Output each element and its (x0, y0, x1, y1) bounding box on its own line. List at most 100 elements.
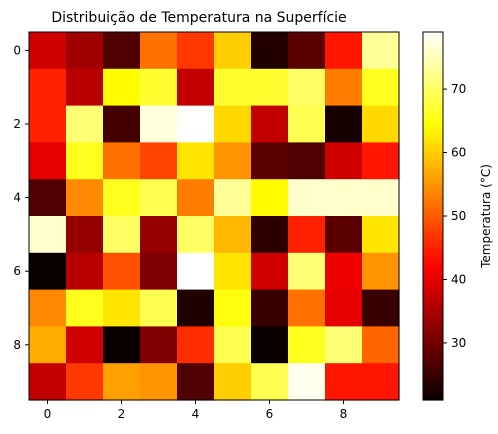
heatmap-cell (103, 289, 141, 327)
heatmap-cell (288, 32, 326, 70)
colorbar-tick-label: 60 (451, 146, 466, 160)
heatmap-cell (140, 216, 178, 254)
heatmap-cell (288, 289, 326, 327)
colorbar-segment (423, 216, 443, 220)
colorbar-segment (423, 148, 443, 153)
colorbar-segment (423, 209, 443, 214)
colorbar-segment (423, 301, 443, 306)
colorbar-segment (423, 219, 443, 223)
heatmap-cell (66, 252, 104, 291)
y-tick-label: 2 (13, 117, 21, 131)
colorbar-segment (423, 188, 443, 193)
colorbar-segment (423, 120, 443, 125)
colorbar-segment (423, 274, 443, 278)
heatmap-cell (251, 179, 289, 217)
heatmap-cell (66, 32, 104, 70)
heatmap-cell (29, 326, 67, 364)
heatmap-cell (288, 326, 326, 364)
colorbar-segment (423, 369, 443, 373)
heatmap-cell (251, 142, 289, 180)
heatmap-cell (214, 179, 252, 217)
colorbar-segment (423, 393, 443, 398)
heatmap-cell (362, 105, 400, 143)
chart-title: Distribuição de Temperatura na Superfíci… (51, 10, 346, 26)
colorbar-segment (423, 381, 443, 386)
colorbar-segment (423, 130, 443, 134)
heatmap-cell (214, 105, 252, 143)
colorbar-segment (423, 354, 443, 358)
colorbar-segment (423, 90, 443, 94)
heatmap-cell (251, 68, 289, 107)
heatmap-cell (214, 326, 252, 364)
heatmap-cell (66, 105, 104, 143)
heatmap-cell (66, 68, 104, 107)
colorbar-segment (423, 44, 443, 48)
heatmap-cell (66, 289, 104, 327)
heatmap-cell (251, 252, 289, 291)
heatmap-cell (362, 179, 400, 217)
colorbar-segment (423, 35, 443, 39)
y-tick-label: 8 (13, 338, 21, 352)
colorbar-segment (423, 136, 443, 140)
colorbar-segment (423, 225, 443, 229)
x-tick-label: 4 (192, 407, 200, 421)
colorbar-segment (423, 363, 443, 367)
colorbar-segment (423, 350, 443, 355)
colorbar-segment (423, 71, 443, 76)
heatmap-cell (325, 105, 363, 143)
colorbar-segment (423, 87, 443, 91)
heatmap-cell (288, 142, 326, 180)
heatmap-cell (140, 32, 178, 70)
colorbar-segment (423, 139, 443, 143)
colorbar-segment (423, 32, 443, 36)
heatmap-cell (251, 326, 289, 364)
colorbar-segment (423, 255, 443, 260)
colorbar-segment (423, 117, 443, 122)
colorbar-segment (423, 151, 443, 156)
colorbar-segment (423, 396, 443, 401)
colorbar-segment (423, 163, 443, 168)
heatmap-cell (140, 68, 178, 107)
heatmap-cell (362, 216, 400, 254)
heatmap-cell (29, 289, 67, 327)
colorbar-segment (423, 338, 443, 343)
colorbar-segment (423, 74, 443, 79)
colorbar-segment (423, 323, 443, 327)
heatmap-cell (140, 289, 178, 327)
heatmap-cell (214, 289, 252, 327)
colorbar-segment (423, 93, 443, 97)
colorbar-segment (423, 176, 443, 180)
heatmap-cell (177, 179, 215, 217)
colorbar-segment (423, 271, 443, 275)
heatmap-cell (103, 68, 141, 107)
heatmap-cells (29, 32, 400, 401)
heatmap-cell (140, 252, 178, 291)
heatmap-cell (177, 68, 215, 107)
colorbar-segment (423, 243, 443, 248)
heatmap-cell (214, 216, 252, 254)
colorbar-segment (423, 277, 443, 281)
heatmap-cell (177, 105, 215, 143)
x-tick-label: 6 (266, 407, 274, 421)
heatmap-cell (214, 363, 252, 401)
colorbar-segment (423, 268, 443, 272)
colorbar-segment (423, 185, 443, 189)
heatmap-cell (66, 326, 104, 364)
y-tick-label: 6 (13, 264, 21, 278)
colorbar-segment (423, 96, 443, 101)
colorbar-segment (423, 170, 443, 174)
heatmap-cell (29, 216, 67, 254)
colorbar-tick-label: 30 (451, 336, 466, 350)
heatmap-cell (177, 289, 215, 327)
heatmap-cell (288, 68, 326, 107)
colorbar-segment (423, 154, 443, 159)
colorbar-segment (423, 142, 443, 147)
colorbar-segment (423, 366, 443, 370)
heatmap-cell (362, 289, 400, 327)
plot-frame (28, 31, 400, 401)
colorbar-tick-label: 40 (451, 272, 466, 286)
colorbar-segment (423, 295, 443, 300)
colorbar-segment (423, 231, 443, 235)
colorbar-segment (423, 102, 443, 107)
